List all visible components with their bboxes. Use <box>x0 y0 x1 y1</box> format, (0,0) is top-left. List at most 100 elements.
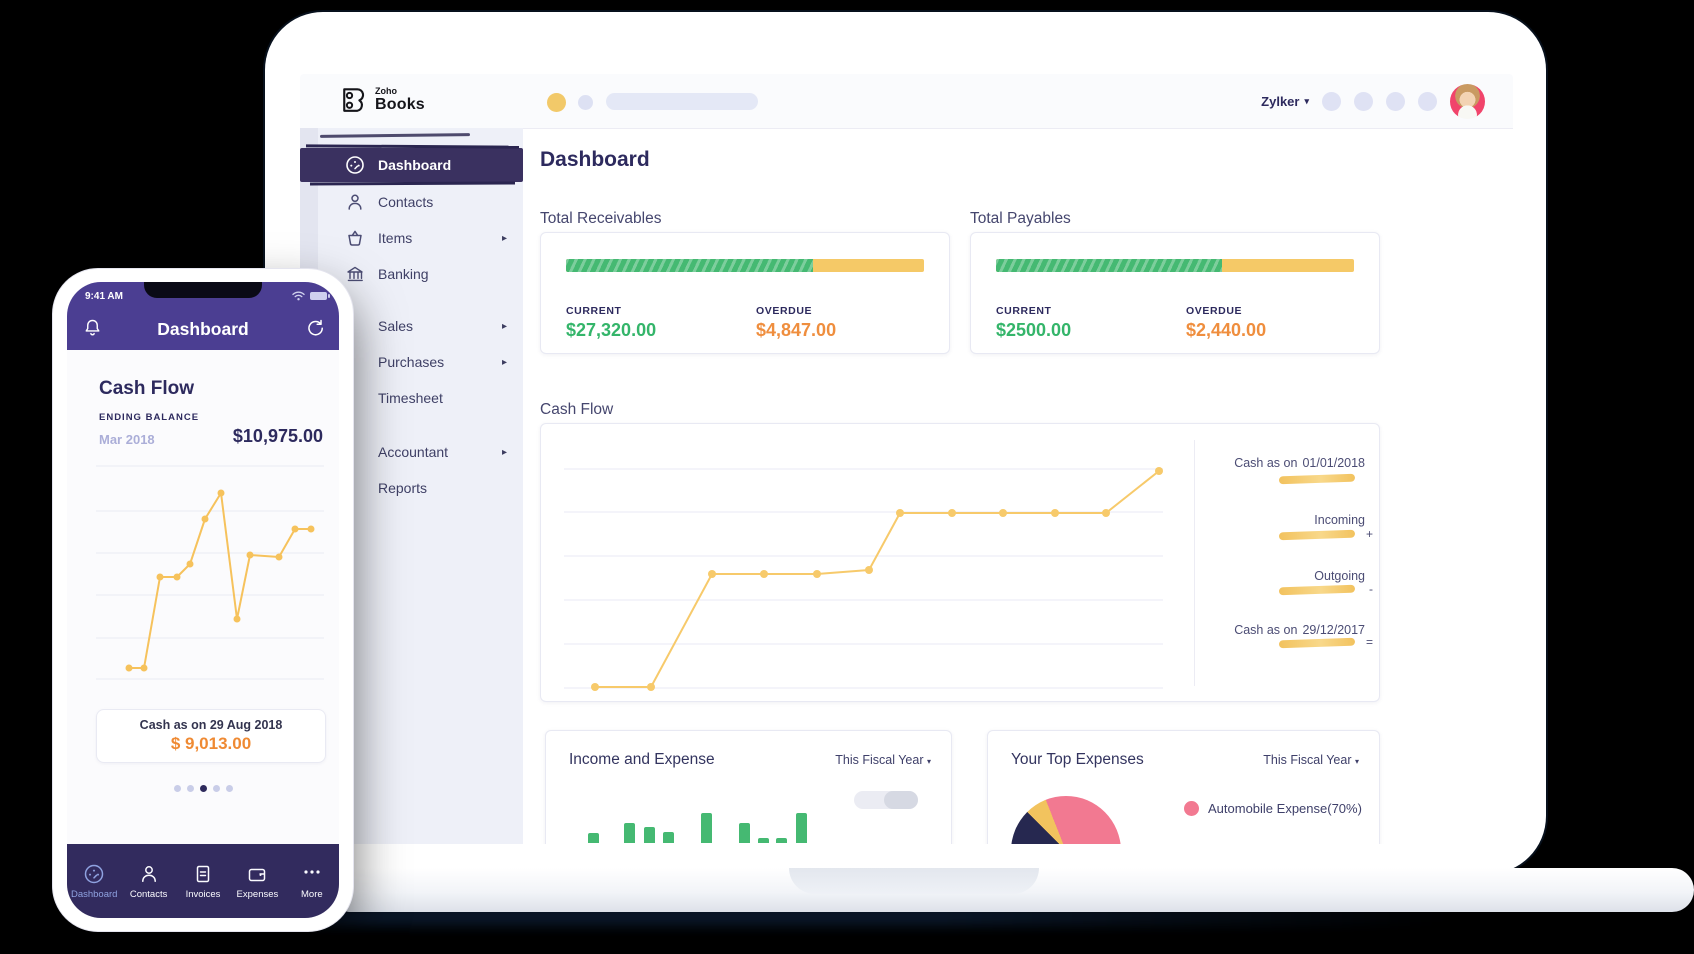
chart-toggle[interactable] <box>854 791 918 809</box>
top-expenses-title: Your Top Expenses <box>1011 751 1144 768</box>
org-color-dot <box>547 93 566 112</box>
sketch-smear <box>319 133 471 138</box>
carousel-pager[interactable] <box>67 785 339 792</box>
sidebar-item-purchases[interactable]: Purchases ▸ <box>318 345 523 379</box>
nav-item-invoices[interactable]: Invoices <box>176 844 230 918</box>
phone-screen: 9:41 AM Dashboard Cash Flow <box>67 282 339 918</box>
gauge-icon <box>84 864 104 883</box>
legend-scribble <box>1278 584 1356 596</box>
legend-scribble <box>1278 637 1356 649</box>
zoho-books-logo-icon <box>343 88 365 112</box>
receivables-overdue-amount: $4,847.00 <box>756 320 837 340</box>
chevron-right-icon: ▸ <box>501 232 507 244</box>
income-expense-period-dropdown[interactable]: This Fiscal Year ▾ <box>835 753 931 767</box>
toolbar-button-3[interactable] <box>1386 91 1405 111</box>
user-avatar[interactable] <box>1450 83 1485 119</box>
legend-divider <box>1194 440 1195 686</box>
pager-dot[interactable] <box>199 785 207 792</box>
top-expenses-pie-chart <box>1011 796 1121 844</box>
app-topbar: Zoho Books Zylker ▾ <box>300 74 1513 129</box>
income-expense-card: Income and Expense This Fiscal Year ▾ <box>545 730 952 844</box>
payables-overdue-amount: $2,440.00 <box>1186 320 1267 340</box>
pager-dot[interactable] <box>225 785 233 792</box>
gauge-icon <box>345 155 365 175</box>
legend-cash-end: Cash as on 29/12/2017 <box>1234 623 1365 637</box>
chevron-right-icon: ▸ <box>501 320 507 332</box>
sidebar-item-sales[interactable]: Sales ▸ <box>318 309 523 343</box>
sidebar-item-accountant[interactable]: Accountant ▸ <box>318 435 523 469</box>
sidebar-item-label: Purchases <box>378 354 445 370</box>
zoho-books-logo[interactable]: Zoho Books <box>338 85 425 115</box>
sidebar-item-label: Banking <box>378 266 429 282</box>
brand-books: Books <box>375 96 425 113</box>
laptop-device: Zoho Books Zylker ▾ <box>265 12 1546 874</box>
laptop-base-notch <box>789 868 1039 894</box>
more-icon <box>304 869 320 874</box>
chevron-down-icon: ▾ <box>1354 757 1359 766</box>
toggle-knob <box>884 791 918 809</box>
toolbar-button-2[interactable] <box>1354 91 1373 111</box>
search-input[interactable] <box>606 93 758 110</box>
battery-icon <box>310 292 330 300</box>
nav-item-expenses[interactable]: Expenses <box>230 844 284 918</box>
nav-item-dashboard[interactable]: Dashboard <box>67 844 121 918</box>
total-receivables-card: CURRENT $27,320.00 OVERDUE $4,847.00 <box>540 232 950 354</box>
overdue-label: OVERDUE <box>756 305 813 317</box>
receivables-progress-bar <box>566 259 924 272</box>
receivables-section-title: Total Receivables <box>540 210 662 227</box>
sidebar-item-label: Dashboard <box>378 157 452 173</box>
pager-dot[interactable] <box>212 785 220 792</box>
pager-dot[interactable] <box>173 785 181 792</box>
toolbar-button-4[interactable] <box>1418 91 1437 111</box>
sidebar-item-items[interactable]: Items ▸ <box>318 221 523 255</box>
wifi-icon <box>292 291 305 301</box>
zoho-books-app-window: Zoho Books Zylker ▾ <box>300 74 1513 844</box>
sidebar-item-contacts[interactable]: Contacts <box>318 185 523 219</box>
nav-item-contacts[interactable]: Contacts <box>121 844 175 918</box>
toolbar-button-1[interactable] <box>1322 91 1341 111</box>
income-expense-title: Income and Expense <box>569 751 715 768</box>
payables-section-title: Total Payables <box>970 210 1071 227</box>
receivables-current-fill <box>566 259 814 272</box>
legend-outgoing: Outgoing <box>1314 569 1365 583</box>
chevron-down-icon: ▾ <box>1304 95 1309 106</box>
plus-symbol: + <box>1365 527 1373 541</box>
legend-scribble <box>1278 473 1356 485</box>
current-label: CURRENT <box>566 305 622 317</box>
sidebar-item-label: Sales <box>378 318 414 334</box>
ending-balance-value: $10,975.00 <box>232 426 323 446</box>
sidebar-item-banking[interactable]: Banking <box>318 257 523 291</box>
bank-icon <box>345 264 365 284</box>
cashflow-section-title: Cash Flow <box>540 401 614 418</box>
chevron-right-icon: ▸ <box>501 356 507 368</box>
equals-symbol: = <box>1365 635 1373 649</box>
pager-dot[interactable] <box>186 785 194 792</box>
top-expenses-period-dropdown[interactable]: This Fiscal Year ▾ <box>1263 753 1359 767</box>
phone-app-header: 9:41 AM Dashboard <box>67 282 339 350</box>
pie-legend-dot <box>1184 801 1199 816</box>
wallet-icon <box>249 868 266 881</box>
overdue-label: OVERDUE <box>1186 305 1243 317</box>
brand-zoho: Zoho <box>375 86 397 96</box>
receivables-current-amount: $27,320.00 <box>566 320 657 340</box>
bell-icon[interactable] <box>83 318 102 343</box>
cash-summary-card: Cash as on 29 Aug 2018 $ 9,013.00 <box>96 709 326 763</box>
sidebar-item-timesheet[interactable]: Timesheet <box>318 381 523 415</box>
nav-item-more[interactable]: More <box>285 844 339 918</box>
basket-icon <box>345 228 365 248</box>
sidebar-item-dashboard[interactable]: Dashboard <box>300 148 523 182</box>
refresh-icon[interactable] <box>306 318 325 342</box>
current-label: CURRENT <box>996 305 1052 317</box>
org-switcher[interactable]: Zylker ▾ <box>1261 94 1309 109</box>
org-name: Zylker <box>1261 93 1300 109</box>
cash-as-on-value: $ 9,013.00 <box>170 734 252 753</box>
minus-symbol: - <box>1369 582 1373 596</box>
person-icon <box>141 865 156 882</box>
cash-as-on-label: Cash as on 29 Aug 2018 <box>139 718 283 732</box>
sidebar-item-reports[interactable]: Reports <box>318 471 523 505</box>
payables-progress-bar <box>996 259 1354 272</box>
placeholder-dot <box>578 95 593 110</box>
payables-current-fill <box>996 259 1222 272</box>
phone-page-title: Dashboard <box>157 319 249 339</box>
